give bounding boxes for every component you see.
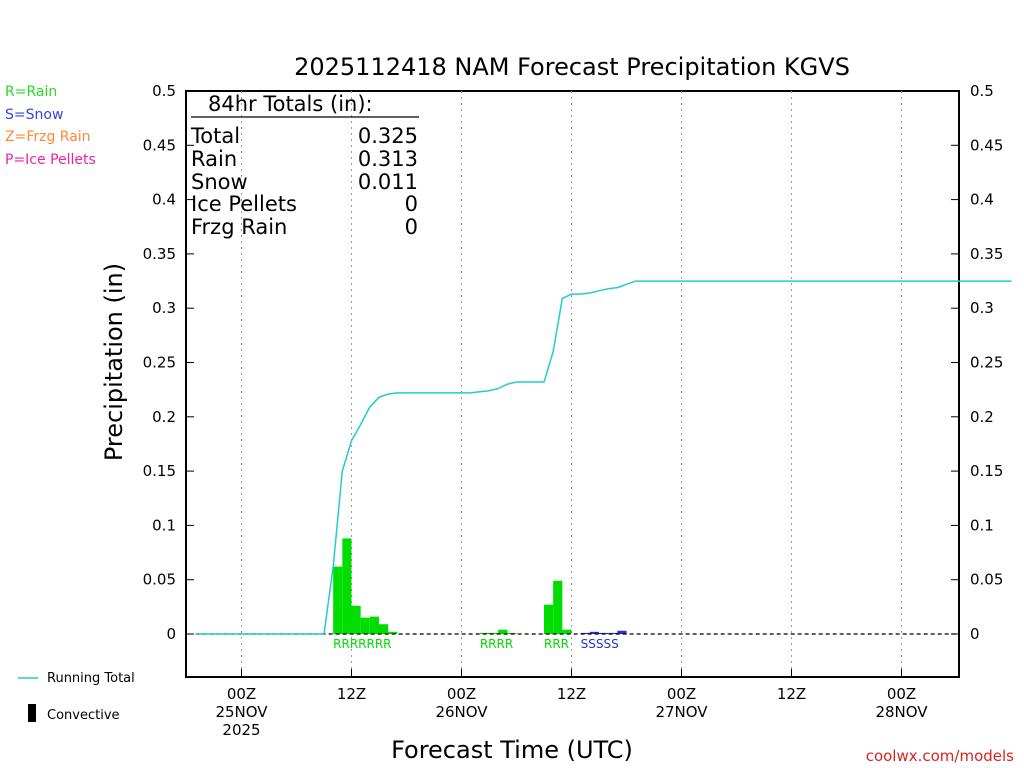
y-tick-label: 0.3	[152, 299, 176, 317]
precip-bar-rain	[553, 580, 563, 634]
y-tick-label-right: 0.35	[970, 245, 1003, 263]
precip-bar-rain	[562, 629, 572, 634]
series-legend: Running Total Convective	[18, 671, 135, 723]
precip-bar-snow	[589, 631, 599, 634]
y-tick-label-right: 0.1	[970, 516, 994, 534]
y-tick-label-right: 0.15	[970, 462, 1003, 480]
plot-frame-group	[185, 90, 960, 678]
x-axis-label: Forecast Time (UTC)	[391, 736, 633, 764]
totals-label-snow: Snow	[191, 170, 248, 194]
precip-bar-rain	[360, 617, 370, 634]
y-tick-label-right: 0.5	[970, 82, 994, 100]
totals-box: 84hr Totals (in): Total 0.325 Rain 0.313…	[190, 92, 419, 239]
left-y-axis: 0 0.05 0.1 0.15 0.2 0.25 0.3 0.35 0.4 0.45 0.5	[143, 82, 194, 643]
legend-rain: R=Rain	[5, 84, 57, 100]
y-tick-label-right: 0.45	[970, 136, 1003, 154]
y-tick-label: 0.2	[152, 408, 176, 426]
y-tick-label: 0.15	[143, 462, 176, 480]
totals-label-ice-pellets: Ice Pellets	[191, 192, 297, 216]
x-tick-label: 00Z	[227, 685, 256, 703]
y-tick-label-right: 0	[970, 625, 980, 643]
x-tick-label: 00Z	[887, 685, 916, 703]
totals-label-rain: Rain	[191, 147, 237, 171]
x-tick-label: 27NOV	[655, 703, 708, 721]
precip-bars	[333, 538, 627, 634]
precip-bar-snow	[617, 630, 627, 634]
totals-value-snow: 0.011	[358, 170, 418, 194]
type-marker-snow: SSSSS	[581, 637, 619, 651]
y-tick-label: 0.05	[143, 571, 176, 589]
precip-bar-rain	[388, 631, 398, 634]
y-tick-label-right: 0.05	[970, 571, 1003, 589]
y-tick-label-right: 0.3	[970, 299, 994, 317]
y-tick-label: 0.35	[143, 245, 176, 263]
x-tick-label: 2025	[222, 721, 260, 739]
x-tick-label: 00Z	[667, 685, 696, 703]
totals-value-rain: 0.313	[358, 147, 418, 171]
totals-value-frzg-rain: 0	[405, 215, 418, 239]
precip-bar-snow	[608, 632, 618, 634]
precip-bar-rain	[342, 538, 352, 634]
credit-label: coolwx.com/models	[866, 747, 1014, 765]
precip-bar-rain	[333, 566, 343, 634]
x-tick-label: 26NOV	[435, 703, 488, 721]
totals-value-total: 0.325	[358, 124, 418, 148]
precip-type-legend: R=Rain S=Snow Z=Frzg Rain P=Ice Pellets	[5, 84, 96, 168]
plot-frame	[185, 90, 960, 678]
precip-bar-rain	[379, 624, 389, 634]
vertical-gridlines	[241, 91, 902, 677]
right-y-axis: 0 0.05 0.1 0.15 0.2 0.25 0.3 0.35 0.4 0.45 0.5	[951, 82, 1003, 643]
x-tick-label: 12Z	[777, 685, 806, 703]
y-tick-label-right: 0.25	[970, 354, 1003, 372]
x-tick-label: 12Z	[557, 685, 586, 703]
x-tick-label: 25NOV	[215, 703, 268, 721]
y-tick-label-right: 0.2	[970, 408, 994, 426]
totals-label-total: Total	[190, 124, 240, 148]
convective-legend-label: Convective	[47, 708, 120, 723]
y-tick-label: 0	[166, 625, 176, 643]
precip-bar-rain	[544, 604, 554, 634]
x-tick-label: 00Z	[447, 685, 476, 703]
running-total-line	[195, 280, 1012, 635]
precip-bar-rain	[351, 605, 361, 634]
convective-swatch	[28, 704, 36, 722]
y-tick-label: 0.5	[152, 82, 176, 100]
totals-value-ice-pellets: 0	[405, 192, 418, 216]
precip-type-markers: RRRRRRR RRRR RRR SSSSS	[333, 637, 619, 651]
precip-bar-snow	[580, 632, 590, 634]
totals-label-frzg-rain: Frzg Rain	[191, 215, 287, 239]
type-marker-rain: RRR	[544, 637, 569, 651]
totals-header: 84hr Totals (in):	[208, 92, 373, 116]
type-marker-rain: RRRR	[480, 637, 513, 651]
y-tick-label: 0.25	[143, 354, 176, 372]
chart-title: 2025112418 NAM Forecast Precipitation KG…	[294, 53, 850, 81]
precip-bar-rain	[369, 616, 379, 634]
x-tick-label: 28NOV	[875, 703, 928, 721]
legend-ice-pellets: P=Ice Pellets	[5, 152, 96, 168]
type-marker-rain: RRRRRRR	[333, 637, 391, 651]
y-tick-label: 0.45	[143, 136, 176, 154]
legend-snow: S=Snow	[5, 107, 63, 123]
precip-bar-rain	[498, 629, 508, 634]
y-axis-label: Precipitation (in)	[100, 263, 128, 461]
y-tick-label: 0.1	[152, 516, 176, 534]
legend-freezing-rain: Z=Frzg Rain	[5, 129, 91, 145]
y-tick-label: 0.4	[152, 191, 176, 209]
x-tick-label: 12Z	[337, 685, 366, 703]
running-total-legend-label: Running Total	[47, 671, 135, 686]
y-tick-label-right: 0.4	[970, 191, 994, 209]
